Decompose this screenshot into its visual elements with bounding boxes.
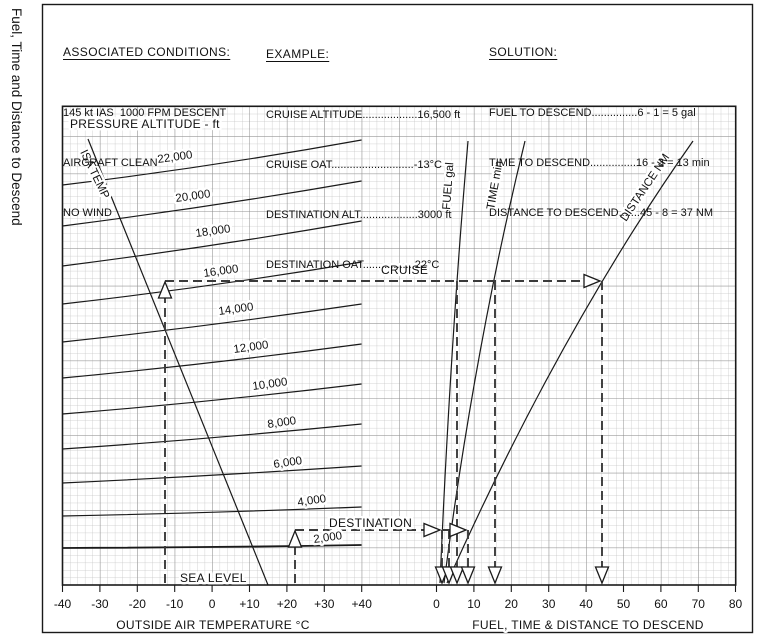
right-arrow-destination-1	[423, 522, 442, 538]
time-line	[443, 140, 526, 584]
altitude-line-10000	[62, 383, 362, 415]
solution-line: DISTANCE TO DESCEND.......45 - 8 = 37 NM	[489, 207, 714, 219]
oat-tick: +40	[352, 597, 373, 611]
altitude-line-18000	[62, 220, 362, 267]
figure-border	[41, 3, 754, 634]
oat-axis-title: OUTSIDE AIR TEMPERATURE °C	[116, 618, 310, 632]
oat-tick: -40	[54, 597, 72, 611]
pressure-altitude-title: PRESSURE ALTITUDE - ft	[70, 117, 220, 131]
oat-tick: +30	[314, 597, 335, 611]
reference-lines	[87, 138, 694, 586]
solution-line: FUEL TO DESCEND...............6 - 1 = 5 …	[489, 107, 696, 119]
down-arrow-dest-distance	[460, 566, 476, 585]
oat-tick: -30	[91, 597, 109, 611]
altitude-line-8000	[62, 423, 362, 450]
down-arrow-cruise-time	[487, 566, 503, 585]
descend-tick: 40	[579, 597, 593, 611]
example-block: EXAMPLE: CRUISE ALTITUDE................…	[266, 11, 460, 290]
example-line: CRUISE ALTITUDE..................16,500 …	[266, 109, 461, 121]
altitude-line-4000	[62, 506, 362, 517]
oat-tick: -20	[129, 597, 147, 611]
oat-tick: -10	[166, 597, 184, 611]
condition-line: NO WIND	[63, 207, 112, 219]
solution-block: SOLUTION: FUEL TO DESCEND...............…	[489, 9, 713, 238]
descend-tick: 30	[542, 597, 556, 611]
fuel-line-label: FUEL gal	[441, 162, 456, 210]
cruise-label: CRUISE	[381, 263, 428, 277]
descend-axis-tick-labels: 0 10 20 30 40 50 60 70 80	[431, 595, 745, 614]
example-line: CRUISE OAT...........................-13…	[266, 159, 442, 171]
chart-grid	[61, 105, 737, 586]
sea-level-label: SEA LEVEL	[180, 571, 247, 585]
down-arrow-cruise-distance	[594, 566, 610, 585]
descend-axis-title: FUEL, TIME & DISTANCE TO DESCEND	[472, 618, 703, 632]
descend-tick: 50	[617, 597, 631, 611]
destination-label: DESTINATION	[329, 516, 412, 530]
pressure-altitude-lines	[62, 139, 362, 549]
oat-tick: 0	[209, 597, 216, 611]
associated-conditions-heading: ASSOCIATED CONDITIONS:	[63, 45, 231, 59]
altitude-label: 20,000	[175, 188, 212, 205]
descend-tick: 10	[467, 597, 481, 611]
altitude-line-6000	[62, 465, 362, 484]
right-arrow-cruise	[583, 273, 602, 289]
oat-tick: +10	[239, 597, 260, 611]
trace-arrowheads	[157, 273, 610, 585]
isa-temp-line	[87, 138, 269, 586]
example-line: DESTINATION ALT...................3000 f…	[266, 209, 452, 221]
altitude-line-12000	[62, 343, 362, 379]
oat-axis-tick-labels: -40 -30 -20 -10 0 +10 +20 +30 +40	[51, 595, 374, 614]
right-arrow-destination-2	[449, 522, 468, 538]
axis-ticks	[61, 585, 737, 592]
descend-tick: 20	[505, 597, 519, 611]
descend-tick: 60	[654, 597, 668, 611]
associated-conditions-block: ASSOCIATED CONDITIONS: 145 kt IAS 1000 F…	[63, 9, 230, 238]
condition-line: AIRCRAFT CLEAN	[63, 157, 158, 169]
altitude-line-2000	[62, 544, 362, 549]
descend-tick: 80	[729, 597, 743, 611]
altitude-line-22000	[62, 139, 362, 186]
example-heading: EXAMPLE:	[266, 47, 330, 61]
distance-line	[446, 140, 694, 584]
down-arrow-cruise-fuel	[449, 566, 465, 585]
example-line: DESTINATION OAT.................22°C	[266, 259, 440, 271]
fuel-line	[439, 140, 469, 584]
condition-line: 145 kt IAS 1000 FPM DESCENT	[63, 107, 227, 119]
page-title: Fuel, Time and Distance to Descend	[9, 8, 24, 226]
up-arrow-cruise-oat	[157, 280, 173, 299]
altitude-line-16000	[62, 261, 362, 305]
altitude-line-20000	[62, 180, 362, 227]
example-trace	[164, 280, 603, 583]
descend-tick: 70	[692, 597, 706, 611]
altitude-line-14000	[62, 303, 362, 343]
solution-heading: SOLUTION:	[489, 45, 558, 59]
solution-line: TIME TO DESCEND...............16 - 3 = 1…	[489, 157, 710, 169]
oat-tick: +20	[277, 597, 298, 611]
up-arrow-destination-oat	[287, 529, 303, 548]
descend-tick: 0	[433, 597, 440, 611]
